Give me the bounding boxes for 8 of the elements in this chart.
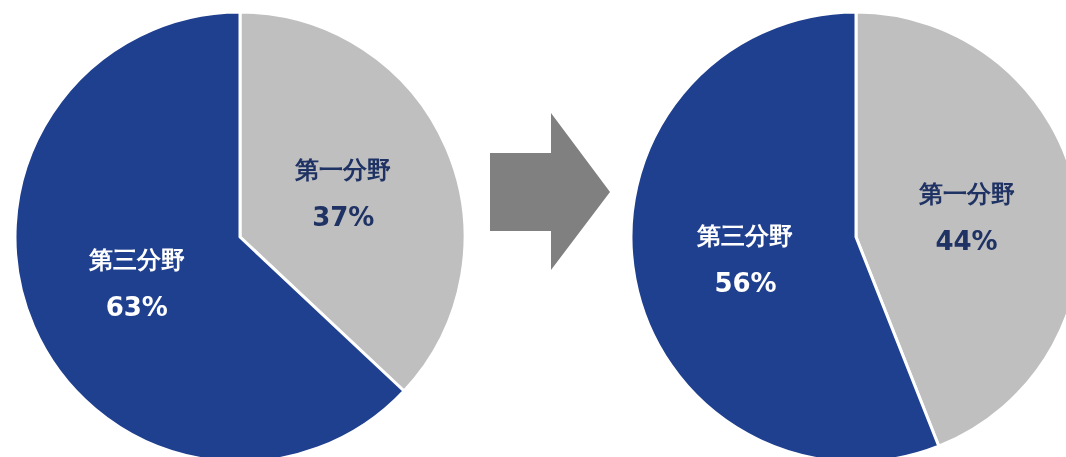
data-label: 56% — [714, 268, 777, 299]
slice-label: 第三分野 — [696, 222, 794, 251]
data-label: 44% — [935, 225, 998, 256]
slice-label: 第三分野 — [87, 245, 185, 274]
data-label: 37% — [312, 202, 375, 233]
slice-label: 第一分野 — [294, 156, 392, 185]
data-label: 63% — [105, 291, 168, 322]
slice-label: 第一分野 — [917, 179, 1015, 208]
